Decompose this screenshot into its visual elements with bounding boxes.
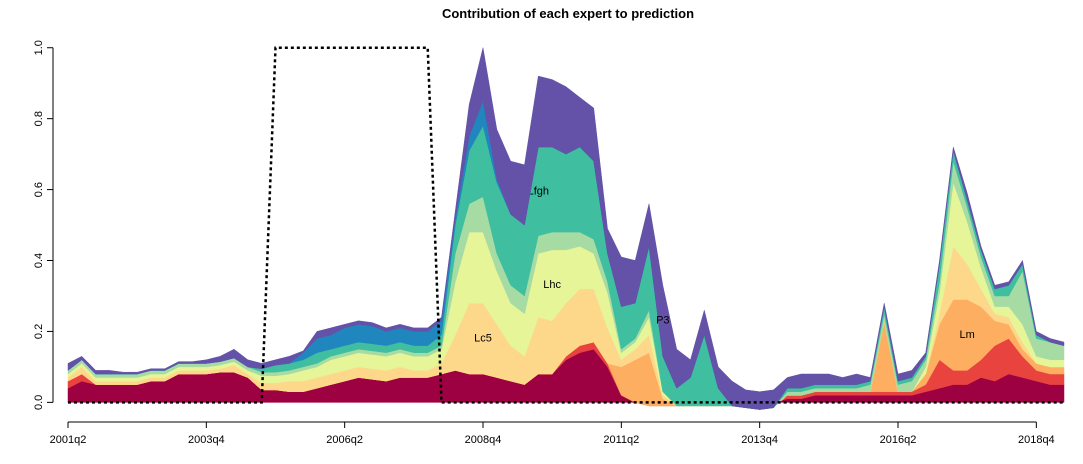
x-tick-label: 2013q4 <box>741 434 778 446</box>
x-tick-label: 2011q2 <box>603 434 639 446</box>
x-tick-label: 2008q4 <box>465 434 502 446</box>
regime-line <box>68 46 1064 404</box>
series-label: Lfgh <box>528 185 549 197</box>
y-tick-label: 1.0 <box>33 40 45 55</box>
series-label: Lhc <box>543 279 561 291</box>
area <box>67 47 1065 410</box>
series-label: Lc5 <box>474 332 492 344</box>
y-tick-label: 0.4 <box>33 253 45 268</box>
x-tick-label: 2003q4 <box>188 434 225 446</box>
y-tick-label: 0.0 <box>33 395 45 410</box>
series-label: P3 <box>656 315 669 327</box>
x-tick-label: 2006q2 <box>326 434 363 446</box>
x-tick-label: 2016q2 <box>880 434 917 446</box>
y-tick-label: 0.2 <box>33 324 45 339</box>
chart-title: Contribution of each expert to predictio… <box>442 6 694 21</box>
x-tick-label: 2001q2 <box>50 434 87 446</box>
y-tick-label: 0.8 <box>33 111 45 126</box>
x-tick-label: 2018q4 <box>1018 434 1055 446</box>
y-tick-label: 0.6 <box>33 182 45 197</box>
series-label: Lm <box>960 329 975 341</box>
